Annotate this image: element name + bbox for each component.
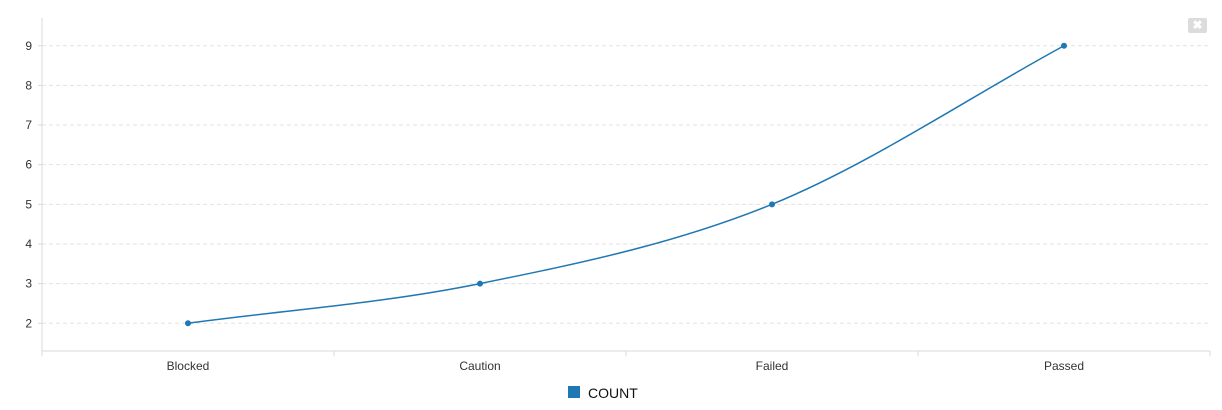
close-button[interactable]: ✖ — [1188, 18, 1207, 33]
y-tick-label: 8 — [25, 78, 32, 92]
y-axis-ticks: 2 3 4 5 6 7 8 9 — [25, 39, 42, 330]
data-point[interactable] — [1061, 42, 1067, 49]
data-point[interactable] — [185, 320, 191, 327]
grid-lines — [42, 45, 1210, 324]
legend[interactable]: COUNT — [568, 385, 638, 401]
x-axis-ticks: Blocked Caution Failed Passed — [41, 351, 1211, 373]
chart-axes — [41, 18, 1210, 352]
y-tick-label: 6 — [25, 158, 32, 172]
y-tick-label: 2 — [25, 316, 32, 330]
x-tick-label: Blocked — [167, 359, 210, 373]
series-count — [185, 42, 1067, 327]
close-icon: ✖ — [1192, 18, 1203, 32]
data-point[interactable] — [477, 280, 483, 287]
x-tick-label: Passed — [1044, 359, 1084, 373]
x-tick-label: Caution — [459, 359, 500, 373]
y-tick-label: 3 — [25, 277, 32, 291]
legend-swatch[interactable] — [568, 386, 580, 398]
y-tick-label: 5 — [25, 197, 32, 211]
data-point[interactable] — [769, 201, 775, 208]
y-tick-label: 9 — [25, 39, 32, 53]
series-line — [187, 45, 1065, 324]
legend-label[interactable]: COUNT — [588, 385, 638, 401]
y-tick-label: 4 — [25, 237, 32, 251]
y-tick-label: 7 — [25, 118, 32, 132]
x-tick-label: Failed — [756, 359, 789, 373]
